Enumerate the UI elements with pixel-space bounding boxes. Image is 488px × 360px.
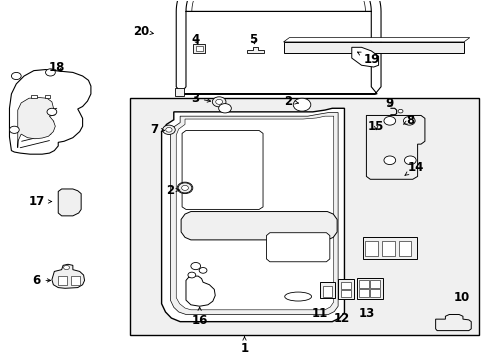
Bar bbox=[358, 289, 368, 297]
Bar bbox=[358, 280, 368, 288]
Circle shape bbox=[45, 69, 55, 76]
Polygon shape bbox=[176, 0, 380, 94]
Ellipse shape bbox=[284, 292, 311, 301]
Circle shape bbox=[383, 156, 395, 165]
Polygon shape bbox=[58, 189, 81, 216]
Circle shape bbox=[212, 97, 225, 107]
Circle shape bbox=[47, 108, 57, 116]
Bar bbox=[44, 95, 50, 98]
Text: 7: 7 bbox=[150, 123, 164, 136]
Circle shape bbox=[11, 72, 21, 80]
Text: 5: 5 bbox=[249, 33, 257, 46]
Bar bbox=[337, 279, 353, 299]
Bar bbox=[398, 241, 410, 256]
Text: 11: 11 bbox=[311, 307, 327, 320]
Circle shape bbox=[177, 182, 192, 194]
Polygon shape bbox=[18, 98, 55, 148]
Polygon shape bbox=[266, 233, 329, 262]
Bar bbox=[322, 286, 331, 297]
Bar bbox=[369, 289, 379, 297]
Text: 9: 9 bbox=[385, 98, 393, 111]
Bar bbox=[369, 280, 379, 288]
Text: 20: 20 bbox=[133, 25, 153, 38]
Polygon shape bbox=[52, 264, 84, 288]
Circle shape bbox=[187, 272, 195, 278]
Circle shape bbox=[162, 125, 175, 134]
Text: 19: 19 bbox=[357, 52, 380, 66]
Text: 16: 16 bbox=[191, 307, 207, 327]
Circle shape bbox=[190, 262, 200, 270]
Bar bbox=[340, 290, 350, 297]
Text: 4: 4 bbox=[191, 33, 200, 46]
Bar bbox=[340, 282, 350, 289]
Bar bbox=[174, 88, 183, 96]
Polygon shape bbox=[170, 113, 337, 315]
Text: 17: 17 bbox=[29, 195, 52, 208]
Circle shape bbox=[9, 126, 19, 134]
Text: 8: 8 bbox=[403, 114, 413, 127]
Polygon shape bbox=[9, 69, 91, 154]
Polygon shape bbox=[366, 116, 424, 179]
Polygon shape bbox=[435, 315, 470, 330]
Circle shape bbox=[383, 117, 395, 125]
Circle shape bbox=[377, 127, 382, 131]
Polygon shape bbox=[246, 46, 264, 53]
Polygon shape bbox=[283, 42, 463, 53]
Bar bbox=[356, 278, 383, 299]
Text: 13: 13 bbox=[358, 307, 374, 320]
Text: 18: 18 bbox=[48, 60, 65, 73]
Text: 10: 10 bbox=[452, 291, 468, 304]
Text: 1: 1 bbox=[240, 337, 248, 355]
Bar bbox=[71, 276, 80, 285]
Text: 14: 14 bbox=[404, 161, 424, 175]
Circle shape bbox=[404, 156, 415, 165]
Circle shape bbox=[199, 267, 206, 273]
Circle shape bbox=[218, 104, 231, 113]
Bar bbox=[195, 45, 203, 51]
Circle shape bbox=[397, 109, 402, 113]
Bar bbox=[31, 95, 37, 98]
Circle shape bbox=[215, 99, 222, 104]
Bar bbox=[320, 282, 334, 298]
Polygon shape bbox=[283, 38, 469, 42]
Polygon shape bbox=[185, 276, 215, 306]
Text: 15: 15 bbox=[367, 120, 384, 133]
Polygon shape bbox=[161, 108, 344, 321]
Polygon shape bbox=[176, 116, 333, 310]
Polygon shape bbox=[182, 131, 263, 210]
Bar bbox=[130, 98, 478, 335]
Circle shape bbox=[181, 185, 188, 190]
Polygon shape bbox=[351, 47, 378, 67]
Polygon shape bbox=[181, 212, 336, 240]
Text: 3: 3 bbox=[190, 92, 210, 105]
Circle shape bbox=[293, 98, 310, 111]
Circle shape bbox=[377, 124, 382, 127]
Circle shape bbox=[178, 183, 191, 193]
Bar bbox=[362, 237, 416, 259]
Text: 12: 12 bbox=[333, 311, 349, 325]
Bar bbox=[193, 44, 205, 53]
Circle shape bbox=[63, 265, 69, 270]
Bar bbox=[58, 276, 67, 285]
Text: 6: 6 bbox=[32, 274, 51, 287]
Circle shape bbox=[165, 127, 172, 132]
Text: 2: 2 bbox=[284, 95, 298, 108]
Circle shape bbox=[403, 117, 414, 125]
Text: 2: 2 bbox=[166, 184, 180, 197]
Bar bbox=[365, 241, 377, 256]
Bar bbox=[381, 241, 394, 256]
